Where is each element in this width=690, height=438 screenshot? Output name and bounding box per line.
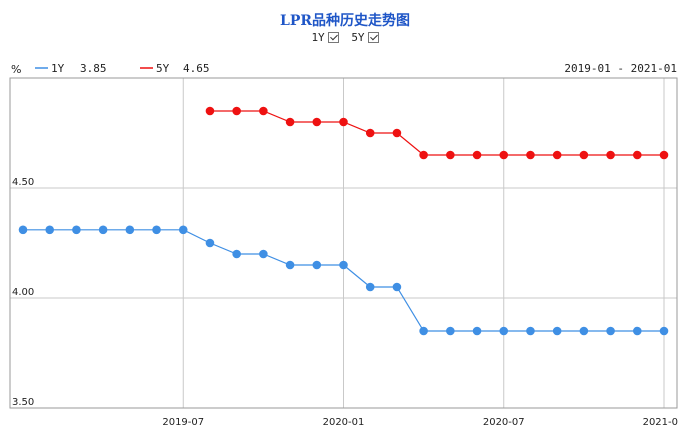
series-5y-point[interactable] — [259, 106, 268, 116]
legend-5y-name: 5Y — [156, 62, 170, 75]
series-5y-point[interactable] — [446, 150, 455, 160]
series-5y-point[interactable] — [632, 150, 642, 160]
chart-grid — [10, 78, 677, 409]
legend-5y-value: 4.65 — [183, 62, 210, 75]
chart-title: LPR品种历史走势图 — [279, 13, 410, 29]
toggle-1y-label: 1Y — [311, 31, 325, 44]
series-1y-point[interactable] — [205, 238, 215, 248]
series-5y — [205, 106, 669, 160]
x-axis-ticks: 2019-07 2020-01 2020-07 2021-0 — [162, 417, 678, 428]
x-tick-label: 2020-01 — [323, 417, 365, 428]
series-5y-point[interactable] — [579, 150, 589, 160]
series-1y-point[interactable] — [365, 282, 375, 292]
series-toggles: 1Y 5Y — [0, 31, 690, 44]
series-5y-point[interactable] — [232, 106, 241, 116]
y-tick-label: 3.50 — [12, 397, 34, 408]
series-1y-point[interactable] — [392, 282, 402, 292]
series-1y — [18, 225, 669, 336]
series-5y-point[interactable] — [365, 128, 375, 138]
x-tick-label: 2019-07 — [162, 417, 204, 428]
unit-label: % — [11, 63, 21, 76]
series-5y-line — [210, 110, 664, 156]
series-5y-point[interactable] — [526, 150, 535, 160]
y-tick-label: 4.50 — [12, 177, 34, 188]
series-1y-point[interactable] — [72, 225, 81, 235]
series-1y-point[interactable] — [659, 326, 669, 336]
series-1y-point[interactable] — [125, 225, 135, 235]
series-5y-point[interactable] — [499, 150, 509, 160]
series-1y-point[interactable] — [98, 225, 108, 235]
series-1y-point[interactable] — [312, 260, 322, 270]
series-1y-point[interactable] — [18, 225, 28, 235]
series-1y-point[interactable] — [285, 260, 295, 270]
date-range: 2019-01 - 2021-01 — [564, 62, 677, 75]
legend-1y[interactable]: 1Y 3.85 — [35, 62, 107, 75]
series-5y-point[interactable] — [392, 128, 402, 138]
series-5y-point[interactable] — [659, 150, 669, 160]
toggle-5y[interactable]: 5Y — [351, 31, 379, 44]
series-5y-point[interactable] — [552, 150, 562, 160]
series-5y-point[interactable] — [472, 150, 482, 160]
series-5y-point[interactable] — [606, 150, 615, 160]
series-1y-point[interactable] — [499, 326, 509, 336]
series-1y-point[interactable] — [632, 326, 642, 336]
series-1y-point[interactable] — [45, 225, 55, 235]
series-5y-point[interactable] — [419, 150, 428, 160]
series-5y-point[interactable] — [339, 117, 348, 127]
series-5y-point[interactable] — [285, 117, 295, 127]
series-1y-point[interactable] — [606, 326, 615, 336]
series-1y-point[interactable] — [178, 225, 188, 235]
x-tick-label: 2020-07 — [483, 417, 525, 428]
plot-area-border — [9, 77, 678, 409]
x-tick-label: 2021-0 — [643, 417, 678, 428]
toggle-5y-checkbox[interactable] — [367, 32, 379, 43]
series-1y-point[interactable] — [339, 260, 348, 270]
y-axis-ticks: 3.50 4.00 4.50 — [12, 177, 34, 408]
series-1y-point[interactable] — [579, 326, 589, 336]
series-1y-point[interactable] — [259, 249, 268, 259]
legend-1y-name: 1Y — [51, 62, 65, 75]
legend-5y[interactable]: 5Y 4.65 — [140, 62, 210, 75]
series-1y-point[interactable] — [446, 326, 455, 336]
series-1y-point[interactable] — [552, 326, 562, 336]
toggle-5y-label: 5Y — [351, 31, 365, 44]
y-tick-label: 4.00 — [12, 287, 34, 298]
toggle-1y-checkbox[interactable] — [327, 32, 339, 43]
series-1y-point[interactable] — [526, 326, 535, 336]
series-5y-point[interactable] — [312, 117, 322, 127]
series-1y-point[interactable] — [232, 249, 241, 259]
legend-1y-value: 3.85 — [80, 62, 107, 75]
toggle-1y[interactable]: 1Y — [311, 31, 339, 44]
series-layer — [18, 106, 669, 336]
series-1y-point[interactable] — [419, 326, 428, 336]
series-5y-point[interactable] — [205, 106, 215, 116]
series-1y-point[interactable] — [472, 326, 482, 336]
series-1y-point[interactable] — [152, 225, 161, 235]
